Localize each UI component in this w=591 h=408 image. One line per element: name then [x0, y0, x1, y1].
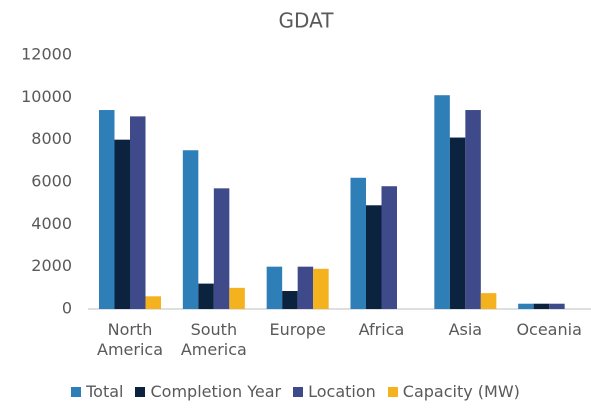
legend-label: Completion Year — [150, 382, 282, 401]
legend-label: Total — [86, 382, 124, 401]
y-tick-label: 2000 — [31, 256, 72, 275]
chart-title: GDAT — [279, 9, 335, 33]
bar — [114, 139, 130, 309]
bar — [518, 303, 534, 309]
y-tick-label: 8000 — [31, 129, 72, 148]
legend-swatch — [293, 386, 304, 397]
bar — [449, 137, 466, 309]
y-tick-label: 4000 — [31, 214, 72, 233]
bar — [313, 268, 329, 309]
x-tick-label: South America — [180, 320, 247, 359]
legend-item: Total — [71, 382, 123, 401]
bar — [145, 296, 161, 309]
bar — [549, 303, 565, 309]
legend: Total Completion Year Location Capacity (MW… — [0, 382, 591, 401]
bar — [480, 293, 497, 309]
bar — [99, 110, 115, 310]
bar — [282, 291, 298, 309]
bar — [229, 287, 245, 309]
bar — [266, 266, 283, 309]
x-tick-label: Oceania — [516, 320, 582, 339]
legend-label: Capacity (MW) — [402, 382, 520, 401]
bar — [533, 303, 550, 309]
legend-item: Capacity (MW) — [387, 382, 520, 401]
bar — [465, 110, 481, 310]
bar — [213, 188, 230, 309]
legend-item: Location — [293, 382, 376, 401]
legend-label: Location — [308, 382, 376, 401]
y-tick-label: 0 — [62, 299, 72, 318]
x-tick-label: North America — [97, 320, 163, 359]
y-tick-label: 12000 — [21, 45, 72, 64]
bar — [130, 116, 146, 309]
bar — [182, 150, 199, 309]
bar — [198, 283, 214, 309]
bar — [366, 205, 382, 309]
legend-item: Completion Year — [135, 382, 281, 401]
bar — [350, 177, 366, 309]
legend-swatch — [387, 386, 398, 397]
bar — [297, 266, 314, 309]
bar — [434, 95, 450, 309]
x-tick-label: Asia — [448, 320, 483, 339]
bar — [381, 186, 397, 309]
y-tick-label: 10000 — [21, 87, 72, 106]
legend-swatch — [135, 386, 146, 397]
legend-swatch — [71, 386, 82, 397]
y-tick-label: 6000 — [31, 172, 72, 191]
x-tick-label: Africa — [358, 320, 405, 339]
x-tick-label: Europe — [269, 320, 326, 339]
